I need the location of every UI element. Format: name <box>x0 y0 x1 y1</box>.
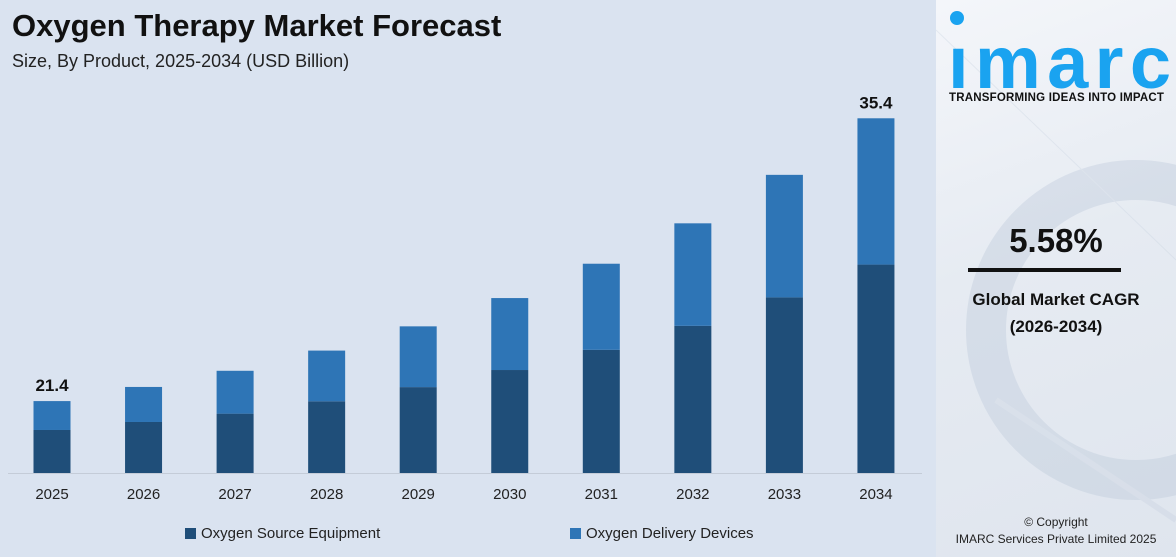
x-tick-label: 2031 <box>585 486 618 503</box>
imarc-logo: ımarc <box>948 11 1171 93</box>
x-tick-label: 2025 <box>35 486 68 503</box>
x-tick-label: 2027 <box>218 486 251 503</box>
sidebar: ımarc TRANSFORMING IDEAS INTO IMPACT 5.5… <box>936 0 1176 557</box>
bar-source-equipment-2028 <box>308 401 346 473</box>
bar-delivery-devices-2031 <box>582 263 620 350</box>
bar-source-equipment-2030 <box>491 370 529 473</box>
copyright-line1: © Copyright <box>1024 515 1088 529</box>
data-label: 21.4 <box>35 376 69 395</box>
logo-text: ımarc <box>948 21 1170 93</box>
bar-source-equipment-2027 <box>216 413 254 473</box>
bar-delivery-devices-2025 <box>33 401 71 430</box>
legend-label: Oxygen Delivery Devices <box>586 525 754 542</box>
copyright: © Copyright IMARC Services Private Limit… <box>936 514 1176 548</box>
page-title: Oxygen Therapy Market Forecast <box>12 8 502 43</box>
background-decoration <box>936 29 1176 523</box>
chart-subtitle: Size, By Product, 2025-2034 (USD Billion… <box>12 51 350 71</box>
bar-source-equipment-2025 <box>33 429 71 473</box>
x-tick-label: 2030 <box>493 486 526 503</box>
bar-source-equipment-2033 <box>765 297 803 473</box>
bar-delivery-devices-2026 <box>125 386 163 422</box>
legend-swatch <box>570 528 581 539</box>
cagr-value: 5.58% <box>1009 222 1103 259</box>
bar-delivery-devices-2032 <box>674 223 712 326</box>
x-tick-label: 2029 <box>402 486 435 503</box>
bar-source-equipment-2031 <box>582 349 620 473</box>
x-tick-label: 2034 <box>859 486 892 503</box>
tagline: TRANSFORMING IDEAS INTO IMPACT <box>949 92 1165 104</box>
x-tick-label: 2032 <box>676 486 709 503</box>
cagr-label-line2: (2026-2034) <box>1009 317 1103 336</box>
cagr-label-line1: Global Market CAGR <box>972 290 1140 309</box>
legend-label: Oxygen Source Equipment <box>201 525 381 542</box>
bar-delivery-devices-2034 <box>857 118 895 265</box>
data-label: 35.4 <box>859 93 893 112</box>
legend-item-delivery-devices: Oxygen Delivery Devices <box>570 525 754 542</box>
bar-delivery-devices-2027 <box>216 370 254 414</box>
legend-swatch <box>185 528 196 539</box>
x-tick-label: 2033 <box>768 486 801 503</box>
bar-source-equipment-2029 <box>399 387 437 473</box>
bar-delivery-devices-2033 <box>765 174 803 298</box>
bar-delivery-devices-2028 <box>308 350 346 402</box>
chart-panel: Oxygen Therapy Market Forecast Size, By … <box>8 8 922 542</box>
x-tick-label: 2028 <box>310 486 343 503</box>
copyright-line2: IMARC Services Private Limited 2025 <box>955 532 1157 546</box>
bar-delivery-devices-2030 <box>491 298 529 371</box>
x-tick-label: 2026 <box>127 486 160 503</box>
bar-source-equipment-2034 <box>857 264 895 473</box>
stacked-bar-chart: 2025 21.4 2026 2027 2028 2029 2030 2031 2032 2033… <box>8 93 922 503</box>
bar-source-equipment-2032 <box>674 325 712 473</box>
bar-source-equipment-2026 <box>125 421 163 473</box>
divider <box>968 268 1121 272</box>
bar-delivery-devices-2029 <box>399 326 437 388</box>
cagr-label: Global Market CAGR (2026-2034) <box>936 286 1176 340</box>
legend-item-source-equipment: Oxygen Source Equipment <box>185 525 380 542</box>
